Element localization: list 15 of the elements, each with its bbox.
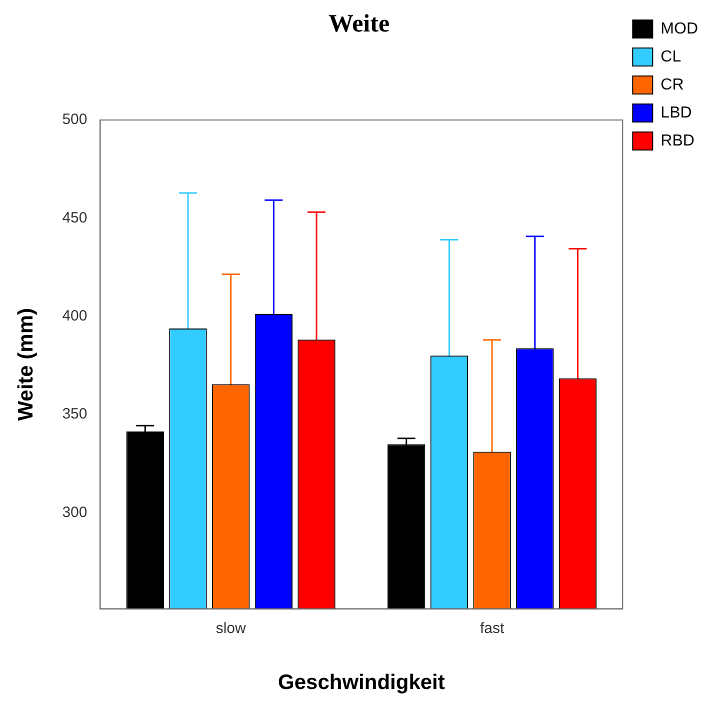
y-tick-label: 450 [62,209,88,226]
y-axis-title: Weite (mm) [14,308,38,421]
x-tick-label: slow [216,620,246,637]
chart-title: Weite [328,10,390,38]
y-tick-label: 500 [62,111,88,128]
y-tick-label: 300 [62,504,88,521]
y-tick-label: 400 [62,307,88,324]
y-tick-label: 350 [62,406,88,423]
legend-label: LBD [660,104,692,122]
legend-label: CR [660,76,684,94]
legend-label: RBD [660,132,694,150]
legend-label: MOD [660,20,698,38]
x-axis-title: Geschwindigkeit [278,671,445,694]
legend-label: CL [660,48,682,66]
x-tick-label: fast [480,620,505,637]
